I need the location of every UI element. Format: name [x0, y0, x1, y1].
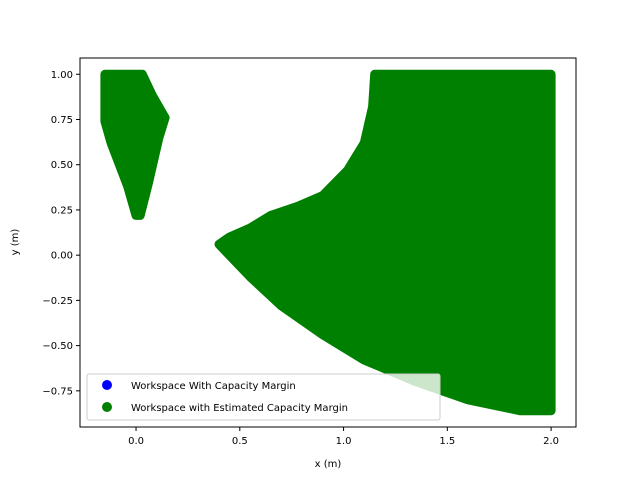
x-tick-label: 0.0	[128, 436, 144, 447]
legend-box	[86, 373, 441, 421]
y-tick-label: 1.00	[51, 70, 73, 81]
legend-marker-capacity-margin	[102, 380, 112, 390]
plot-marks	[100, 69, 556, 416]
legend: Workspace With Capacity Margin Workspace…	[86, 373, 441, 421]
x-axis-label: x (m)	[315, 459, 342, 470]
y-tick-label: 0.25	[51, 205, 73, 216]
y-tick-label: −0.75	[42, 386, 73, 397]
y-tick-label: 0.00	[51, 251, 73, 262]
y-tick-label: −0.25	[42, 296, 73, 307]
x-tick-label: 1.0	[336, 436, 352, 447]
data-region-2-1	[100, 69, 170, 220]
legend-label-estimated-capacity-margin: Workspace with Estimated Capacity Margin	[131, 403, 348, 414]
x-tick-label: 0.5	[232, 436, 248, 447]
x-tick-label: 1.5	[439, 436, 455, 447]
legend-label-capacity-margin: Workspace With Capacity Margin	[131, 381, 296, 392]
y-tick-label: 0.75	[51, 115, 73, 126]
x-tick-label: 2.0	[543, 436, 559, 447]
y-ticks: −0.75 −0.50 −0.25 0.00 0.25 0.50 0.75 1.00	[42, 70, 80, 397]
y-tick-label: 0.50	[51, 160, 73, 171]
axes-frame	[79, 57, 577, 428]
x-ticks: 0.0 0.5 1.0 1.5 2.0	[128, 427, 559, 447]
y-tick-label: −0.50	[42, 341, 73, 352]
y-axis-label: y (m)	[10, 229, 21, 256]
data-region-2-2	[214, 69, 556, 416]
legend-marker-estimated-capacity-margin	[102, 402, 112, 412]
